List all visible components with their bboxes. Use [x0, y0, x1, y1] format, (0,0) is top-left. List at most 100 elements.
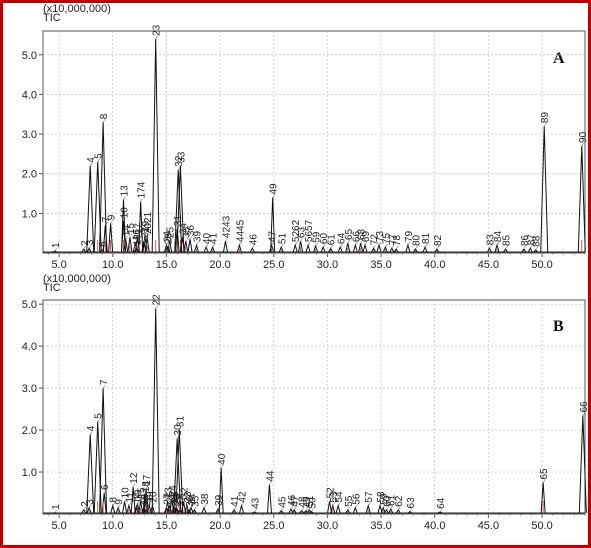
peak-label-4445: 4445: [235, 219, 246, 242]
peak-leader-54: [337, 502, 341, 506]
peak-label-63: 63: [297, 227, 308, 239]
peak-leader-36: [188, 506, 192, 510]
peak-19: [146, 503, 152, 514]
peak-leader-61: [330, 245, 333, 249]
peak-label-66: 66: [351, 231, 362, 243]
panel-letter: A: [553, 50, 565, 67]
peak-leader-62: [398, 506, 401, 510]
peak-leader-88: [535, 246, 538, 250]
peak-leader-5: [97, 158, 100, 162]
peak-46: [288, 507, 294, 514]
x-tick-label: 20.0: [209, 520, 230, 532]
y-tick-label: 4.0: [22, 341, 37, 353]
peak-label-13: 13: [133, 489, 144, 501]
peak-leader-15: [140, 498, 143, 502]
peak-leader-60: [322, 243, 326, 248]
peak-label-22: 22: [152, 294, 163, 306]
peak-66: [578, 415, 587, 514]
peak-label-54: 54: [334, 491, 345, 503]
x-tick-label: 5.0: [51, 259, 66, 271]
peak-15: [138, 501, 144, 514]
peak-label-63: 63: [406, 497, 417, 509]
x-tick-label: 40.0: [424, 259, 445, 271]
peak-label-4: 4: [86, 425, 97, 431]
peak-leader-19: [149, 502, 152, 506]
peak-leader-35: [194, 506, 197, 510]
peak-leader-64: [439, 508, 443, 513]
peak-leader-78: [395, 245, 399, 250]
peak-4243: [222, 241, 228, 253]
peak-4: [86, 434, 95, 514]
peak-leader-9: [117, 504, 121, 508]
peak-leader-89: [543, 122, 547, 127]
peak-label-44: 44: [265, 470, 276, 482]
peak-57: [365, 503, 371, 514]
peak-label-69: 69: [361, 231, 372, 243]
peak-series: 1234567891011121314151617181920212223242…: [51, 294, 588, 514]
peak-label-15: 15: [126, 223, 137, 235]
peak-label-10: 10: [121, 487, 132, 499]
peak-label-19: 19: [141, 221, 152, 233]
peak-label-60: 60: [382, 495, 393, 507]
peak-leader-59: [382, 504, 386, 508]
peak-label-15: 15: [137, 487, 148, 499]
peak-label-11: 11: [125, 492, 136, 503]
peak-leader-42: [241, 502, 244, 506]
peak-leader-5657: [307, 241, 311, 246]
peak-label-20: 20: [148, 491, 159, 503]
peak-leader-21: [145, 506, 149, 510]
y-scale-label: (x10,000,000): [43, 273, 111, 285]
peak-leader-5262: [294, 241, 298, 246]
peak-leader-31: [179, 426, 182, 431]
peak-46: [249, 247, 255, 253]
peak-leader-44: [269, 481, 272, 485]
peak-label-78: 78: [392, 234, 403, 246]
peak-label-48: 48: [298, 496, 309, 508]
peak-58: [377, 503, 383, 514]
peak-leader-22: [143, 237, 147, 242]
peak-14: [133, 504, 139, 514]
peak-label-27: 27: [162, 493, 173, 505]
peak-label-57: 57: [364, 491, 375, 503]
peak-label-65: 65: [344, 229, 355, 241]
x-tick-label: 35.0: [370, 259, 391, 271]
peak-leader-9: [110, 220, 113, 224]
peak-leader-25: [169, 237, 172, 242]
peak-36: [186, 508, 192, 514]
peak-leader-174: [140, 198, 143, 202]
peak-leader-51: [281, 243, 284, 248]
peak-17: [143, 488, 149, 514]
peak-leader-14: [125, 235, 128, 240]
peak-leader-3: [88, 245, 92, 249]
peak-label-13: 13: [119, 185, 130, 197]
x-tick-label: 30.0: [317, 259, 338, 271]
peak-30: [173, 438, 182, 514]
peak-leader-58: [379, 502, 383, 506]
peak-label-61: 61: [387, 494, 398, 506]
peak-label-8: 8: [109, 497, 120, 503]
peak-label-17: 17: [133, 223, 144, 235]
peak-label-29: 29: [173, 494, 184, 506]
x-tick-label: 50.0: [531, 520, 552, 532]
panel-letter: B: [553, 318, 564, 335]
peak-label-34: 34: [179, 223, 190, 235]
peak-3: [86, 247, 92, 253]
peak-label-56: 56: [351, 493, 362, 505]
peak-label-4: 4: [86, 157, 97, 163]
x-tick-label: 30.0: [317, 520, 338, 532]
peak-49: [270, 197, 276, 253]
peak-label-53: 53: [329, 491, 340, 503]
peak-leader-8: [102, 119, 106, 123]
peak-leader-37: [180, 506, 183, 510]
peak-leader-5: [97, 418, 100, 422]
peak-leader-83: [489, 245, 492, 249]
peak-label-40: 40: [217, 453, 228, 465]
peak-leader-7: [102, 384, 106, 389]
peak-86: [521, 248, 527, 253]
y-tick-label: 4.0: [22, 89, 37, 101]
peak-82: [434, 248, 440, 253]
peak-3: [86, 506, 92, 514]
peak-label-38: 38: [200, 493, 211, 505]
